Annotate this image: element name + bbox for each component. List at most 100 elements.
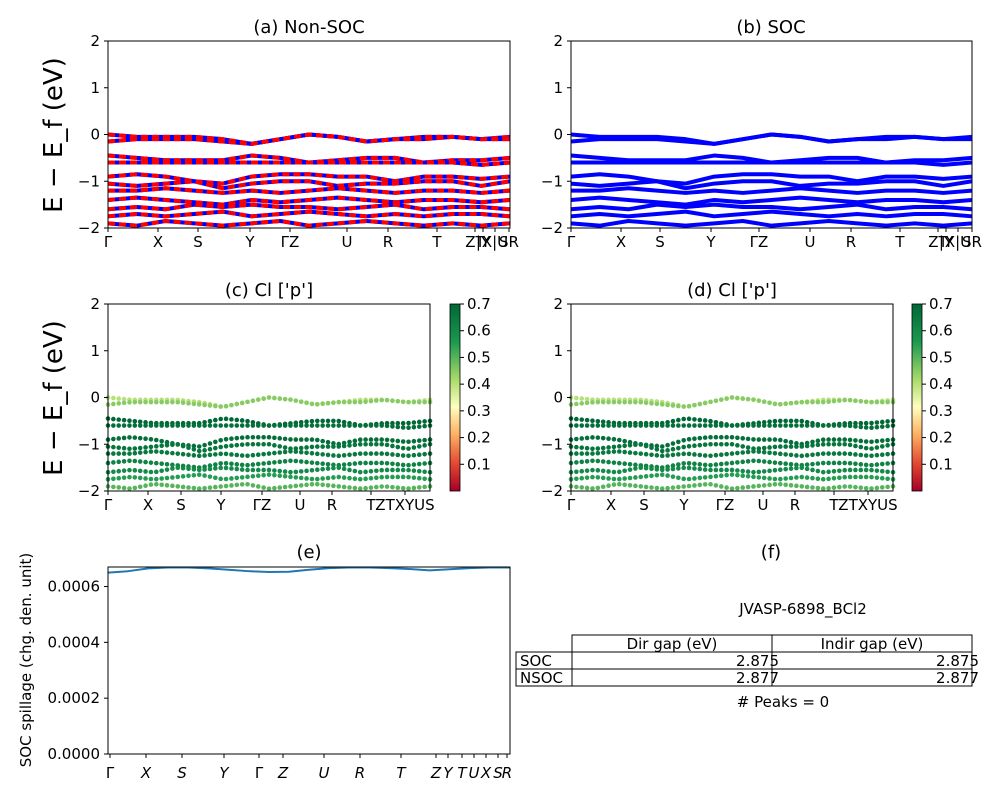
band-point [804,484,810,490]
band-point [352,442,358,448]
x-tick-label: Γ [567,496,576,514]
band-point [665,453,670,458]
band-point [638,465,644,471]
band-point [574,395,579,401]
band-point [143,420,148,425]
band-point [304,437,309,442]
band-point [729,441,735,447]
band-point [654,423,660,428]
band-point [261,423,266,428]
band-point [799,465,805,471]
band-point [207,423,213,428]
band-point [590,400,595,405]
band-point [137,419,143,425]
band-point [659,448,665,454]
band-point [740,450,746,455]
band-point [724,472,729,478]
band-point [121,435,127,441]
band-point [331,483,336,489]
band-point [132,475,138,480]
band-point [590,467,595,473]
band-point [606,449,611,455]
band-point [384,397,390,403]
band-point [357,442,363,447]
band-point [590,458,595,464]
band-point [820,399,826,405]
band-point [815,423,821,428]
band-point [579,436,585,441]
band-point [196,423,202,428]
band-point [794,418,799,424]
band-point [788,466,794,471]
band-point [282,445,288,450]
y-tick-label: −1 [78,172,100,190]
band-point [842,423,847,428]
band-point [670,446,676,452]
x-tick-label: Y [705,233,716,251]
band-point [304,450,309,456]
band-point [858,462,864,467]
band-point [288,423,293,428]
band-point [143,436,148,442]
band-point [804,399,810,405]
band-point [847,451,853,457]
x-tick-label: Y [215,496,226,514]
band-point [643,443,649,449]
band-point [298,419,304,425]
band-point [815,461,821,466]
band-point [116,468,122,474]
band-point [411,452,417,458]
band-point [288,449,293,454]
band-point [778,444,783,449]
band-point [761,445,767,451]
band-point [810,461,815,467]
band-point [422,437,427,443]
band-point [858,474,864,480]
band-point [879,452,885,457]
band-point [422,469,427,475]
band-point [390,467,395,473]
band-point [708,434,713,440]
band-point [654,443,660,449]
band-point [783,452,788,457]
band-point [272,395,277,401]
band-point [191,485,197,491]
band-point [756,469,762,475]
y-tick-label: 0.0002 [48,689,101,707]
band-point [751,423,756,428]
band-point [395,485,401,491]
y-tick-label: −2 [78,482,100,500]
band-point [250,473,256,479]
band-point [590,486,595,491]
x-tick-label: Γ [104,233,113,251]
band-point [718,423,724,428]
x-tick-label: U [319,764,330,782]
band-point [767,445,772,450]
band-point [374,451,379,456]
band-point [422,423,427,429]
band-point [681,476,686,482]
band-point [885,419,890,424]
band-point [611,444,617,450]
band-point [724,451,729,457]
band-point [649,445,654,451]
band-point [590,446,595,452]
band-point [250,467,256,473]
band-point [740,436,746,441]
panel-c-colorbar [449,303,461,492]
band-point [724,434,729,440]
x-tick-label: U [295,496,306,514]
band-point [686,403,692,409]
band-point [638,399,644,405]
band-point [595,423,601,428]
band-point [654,472,660,478]
band-point [379,441,385,447]
band-point [686,443,692,449]
band-point [298,483,304,488]
panel-a-non-soc: (a) Non-SOC E − E_f (eV) 2 1 0 −1 −2Γ X S Y ΓZ U R… [39,17,519,251]
band-point [804,466,810,472]
band-point [718,452,724,457]
band-point [400,453,406,458]
band-point [692,483,697,488]
band-point [756,449,762,454]
